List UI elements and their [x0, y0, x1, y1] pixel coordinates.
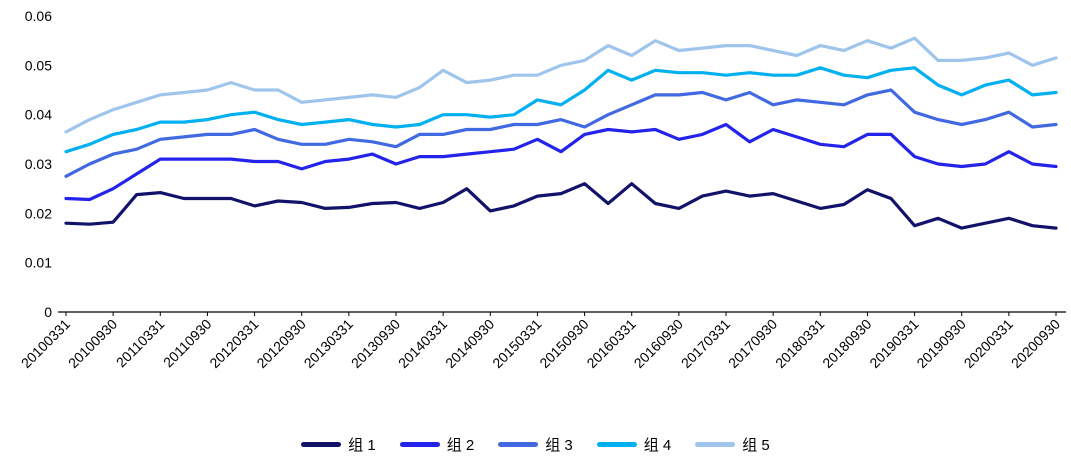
y-axis-tick-label: 0.05 [25, 57, 52, 73]
series-line-1 [64, 182, 1058, 230]
legend-label: 组 3 [545, 437, 573, 454]
series-line-5 [64, 36, 1058, 134]
plot-area: 0 0.01 0.02 0.03 0.04 0.05 0.06 201003312010093… [18, 8, 1066, 372]
x-axis-tick-label: 20140930 [442, 316, 498, 372]
x-axis-tick-label: 20110331 [113, 316, 168, 371]
y-axis-tick-label: 0.06 [25, 8, 52, 24]
y-axis-tick-label: 0.04 [25, 107, 52, 123]
legend-line-swatch [399, 442, 440, 447]
x-axis-tick-label: 20190331 [866, 316, 922, 372]
x-axis-tick-label: 20120331 [206, 316, 262, 372]
legend-item-4: 组 4 [596, 434, 672, 455]
x-axis-tick-label: 20150930 [536, 316, 592, 372]
legend-item-2: 组 2 [399, 434, 475, 455]
series-line-3 [64, 88, 1058, 178]
x-axis-tick-label: 20160331 [583, 316, 639, 372]
legend-line-swatch [596, 442, 637, 447]
x-axis-tick-label: 20190930 [913, 316, 969, 372]
legend-line-swatch [301, 442, 342, 447]
x-axis-tick-label: 20180930 [819, 316, 875, 372]
x-axis-tick-label: 20100331 [18, 316, 74, 372]
series-line-4 [64, 66, 1058, 154]
x-axis-tick-label: 20120930 [253, 316, 309, 372]
legend-item-1: 组 1 [301, 434, 376, 455]
x-axis-tick-label: 20200331 [961, 316, 1017, 372]
legend-label: 组 5 [742, 437, 770, 454]
y-axis-tick-label: 0 [44, 304, 52, 320]
x-axis-tick-label: 20160930 [631, 316, 687, 372]
x-axis-tick-label: 20130930 [348, 316, 404, 372]
x-axis-tick-label: 20110930 [160, 316, 215, 371]
legend-line-swatch [498, 442, 539, 447]
legend-label: 组 1 [348, 437, 376, 454]
x-axis-tick-label: 20130331 [301, 316, 357, 372]
chart-legend: 组 1 组 2 组 3 组 4 组 5 [0, 434, 1071, 455]
x-axis-tick-label: 20150331 [489, 316, 545, 372]
legend-item-3: 组 3 [498, 434, 573, 455]
legend-item-5: 组 5 [695, 434, 770, 455]
y-axis-tick-label: 0.03 [25, 156, 52, 172]
x-axis-tick-label: 20180331 [772, 316, 828, 372]
legend-label: 组 2 [446, 437, 475, 454]
x-axis-tick-label: 20200930 [1008, 316, 1064, 372]
legend-line-swatch [695, 442, 736, 447]
x-axis-tick-label: 20170331 [678, 316, 734, 372]
y-axis-tick-label: 0.01 [25, 255, 52, 271]
series-line-2 [64, 122, 1058, 202]
x-axis-tick-label: 20100930 [65, 316, 121, 372]
x-axis-tick-label: 20140331 [395, 316, 451, 372]
legend-label: 组 4 [643, 437, 672, 454]
y-axis-tick-label: 0.02 [25, 205, 52, 221]
x-axis-tick-label: 20170930 [725, 316, 781, 372]
